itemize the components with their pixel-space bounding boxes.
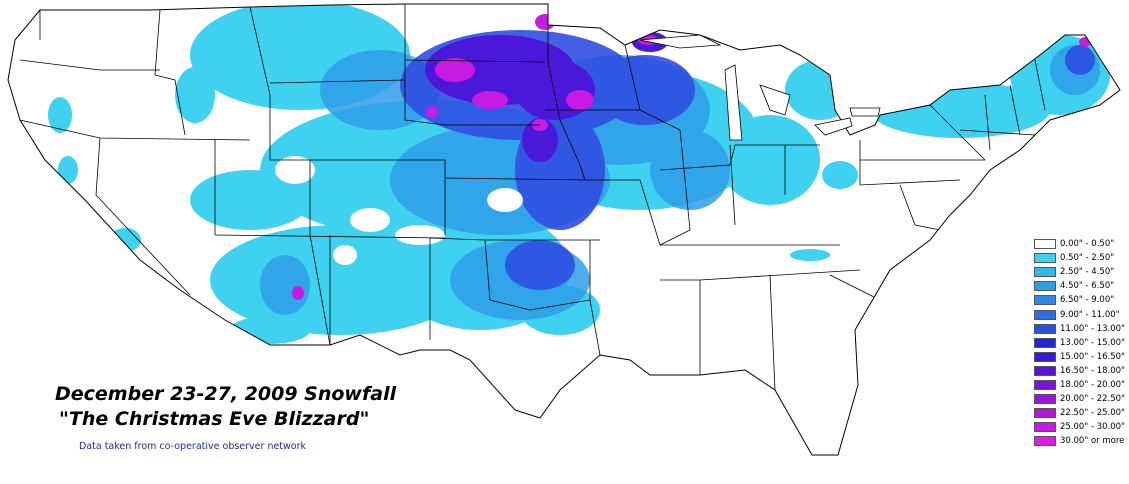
legend-item: 4.50" - 6.50" (1034, 279, 1125, 293)
legend-label: 20.00" - 22.50" (1060, 394, 1125, 405)
legend-item: 22.50" - 25.00" (1034, 406, 1125, 420)
legend-swatch (1034, 253, 1056, 264)
legend-label: 18.00" - 20.00" (1060, 379, 1125, 390)
legend-label: 15.00" - 16.50" (1060, 351, 1125, 362)
legend-label: 4.50" - 6.50" (1060, 281, 1115, 292)
legend-item: 16.50" - 18.00" (1034, 364, 1125, 378)
legend-swatch (1034, 436, 1056, 447)
legend-label: 9.00" - 11.00" (1060, 309, 1120, 320)
snowfall-shading (48, 4, 1110, 344)
legend-label: 16.50" - 18.00" (1060, 365, 1125, 376)
legend-item: 18.00" - 20.00" (1034, 378, 1125, 392)
legend-item: 25.00" - 30.00" (1034, 420, 1125, 434)
legend-swatch (1034, 351, 1056, 362)
legend-item: 0.00" - 0.50" (1034, 237, 1125, 251)
legend-label: 6.50" - 9.00" (1060, 295, 1115, 306)
title-line-2: "The Christmas Eve Blizzard" (59, 408, 370, 430)
legend-swatch (1034, 323, 1056, 334)
legend-swatch (1034, 309, 1056, 320)
legend-label: 11.00" - 13.00" (1060, 323, 1125, 334)
legend-item: 15.00" - 16.50" (1034, 350, 1125, 364)
map-title: December 23-27, 2009 Snowfall "The Chris… (55, 382, 396, 432)
legend-item: 30.00" or more (1034, 434, 1125, 448)
legend-item: 2.50" - 4.50" (1034, 265, 1125, 279)
legend-swatch (1034, 295, 1056, 306)
legend-swatch (1034, 422, 1056, 433)
legend-swatch (1034, 379, 1056, 390)
legend-label: 25.00" - 30.00" (1060, 422, 1125, 433)
legend-swatch (1034, 394, 1056, 405)
title-line-1: December 23-27, 2009 Snowfall (55, 383, 397, 405)
great-lakes (639, 34, 881, 141)
legend-item: 11.00" - 13.00" (1034, 322, 1125, 336)
us-outline (7, 3, 1121, 456)
legend-swatch (1034, 365, 1056, 376)
state-borders (19, 4, 1046, 391)
source-note: Data taken from co-operative observer ne… (79, 441, 307, 452)
legend-item: 20.00" - 22.50" (1034, 392, 1125, 406)
legend-swatch (1034, 267, 1056, 278)
legend-swatch (1034, 408, 1056, 419)
legend-item: 9.00" - 11.00" (1034, 307, 1125, 321)
legend-label: 0.50" - 2.50" (1060, 253, 1115, 264)
legend-item: 0.50" - 2.50" (1034, 251, 1125, 265)
legend-label: 13.00" - 15.00" (1060, 337, 1125, 348)
legend-swatch (1034, 337, 1056, 348)
legend-label: 22.50" - 25.00" (1060, 408, 1125, 419)
legend-label: 2.50" - 4.50" (1060, 267, 1115, 278)
legend-item: 6.50" - 9.00" (1034, 293, 1125, 307)
legend-swatch (1034, 239, 1056, 250)
snowfall-legend: 0.00" - 0.50" 0.50" - 2.50" 2.50" - 4.50" 4… (1034, 237, 1125, 448)
legend-label: 30.00" or more (1060, 436, 1125, 447)
legend-item: 13.00" - 15.00" (1034, 336, 1125, 350)
legend-label: 0.00" - 0.50" (1060, 239, 1115, 250)
legend-swatch (1034, 281, 1056, 292)
